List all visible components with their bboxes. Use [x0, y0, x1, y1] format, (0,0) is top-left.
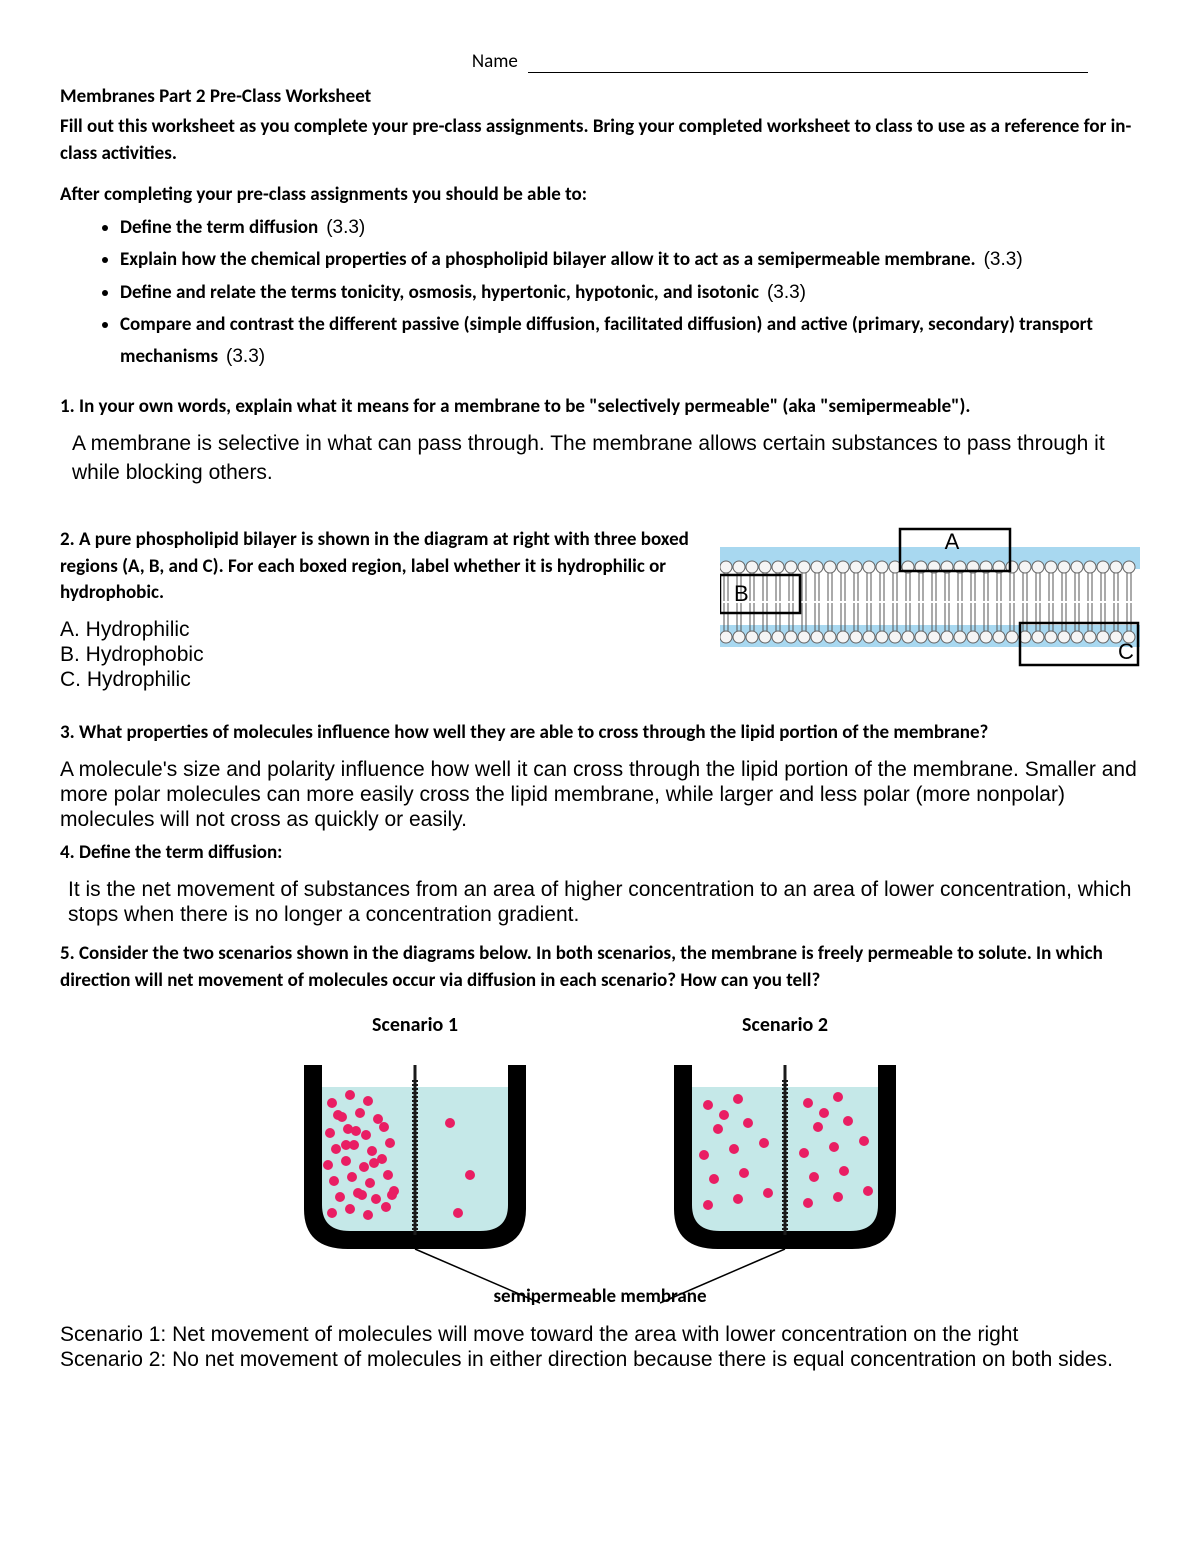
question-4: 4. Define the term diffusion: [60, 840, 1140, 867]
semipermeable-label: semipermeable membrane [60, 1285, 1140, 1308]
objective-item: Explain how the chemical properties of a… [120, 244, 1140, 276]
membrane-connector-lines [60, 1013, 1140, 1313]
answer-2: A. Hydrophilic B. Hydrophobic C. Hydroph… [60, 617, 690, 693]
beaker-1-diagram [290, 1045, 540, 1255]
worksheet-title: Membranes Part 2 Pre-Class Worksheet [60, 85, 1140, 108]
beaker-2-diagram [660, 1045, 910, 1255]
answer-1: A membrane is selective in what can pass… [72, 430, 1140, 487]
objective-item: Define and relate the terms tonicity, os… [120, 277, 1140, 309]
question-3: 3. What properties of molecules influenc… [60, 720, 1140, 747]
answer-5-line2: Scenario 2: No net movement of molecules… [60, 1347, 1140, 1372]
answer-2-b: B. Hydrophobic [60, 642, 690, 667]
intro-text: Fill out this worksheet as you complete … [60, 114, 1140, 167]
answer-5: Scenario 1: Net movement of molecules wi… [60, 1322, 1140, 1372]
scenario-1: Scenario 1 [290, 1013, 540, 1283]
answer-2-c: C. Hydrophilic [60, 667, 690, 692]
question-5: 5. Consider the two scenarios shown in t… [60, 941, 1140, 994]
bilayer-diagram: A B C [720, 527, 1140, 667]
question-1: 1. In your own words, explain what it me… [60, 394, 1140, 421]
scenario-2: Scenario 2 [660, 1013, 910, 1283]
name-underline [528, 72, 1088, 73]
name-label: Name [472, 50, 518, 73]
answer-2-a: A. Hydrophilic [60, 617, 690, 642]
objective-item: Define the term diffusion(3.3) [120, 212, 1140, 244]
svg-text:C: C [1118, 639, 1134, 664]
answer-3: A molecule's size and polarity influence… [60, 757, 1140, 833]
answer-5-line1: Scenario 1: Net movement of molecules wi… [60, 1322, 1140, 1347]
objective-item: Compare and contrast the different passi… [120, 309, 1140, 374]
name-field[interactable]: Name [420, 50, 1140, 73]
scenarios-row: Scenario 1 Scenario 2 [60, 1013, 1140, 1283]
svg-text:A: A [945, 529, 960, 554]
svg-text:B: B [734, 581, 749, 606]
question-2: 2. A pure phospholipid bilayer is shown … [60, 527, 690, 607]
answer-4: It is the net movement of substances fro… [68, 877, 1140, 927]
scenario-1-title: Scenario 1 [290, 1013, 540, 1037]
scenario-2-title: Scenario 2 [660, 1013, 910, 1037]
objectives-intro: After completing your pre-class assignme… [60, 183, 1140, 206]
objectives-block: After completing your pre-class assignme… [60, 183, 1140, 373]
